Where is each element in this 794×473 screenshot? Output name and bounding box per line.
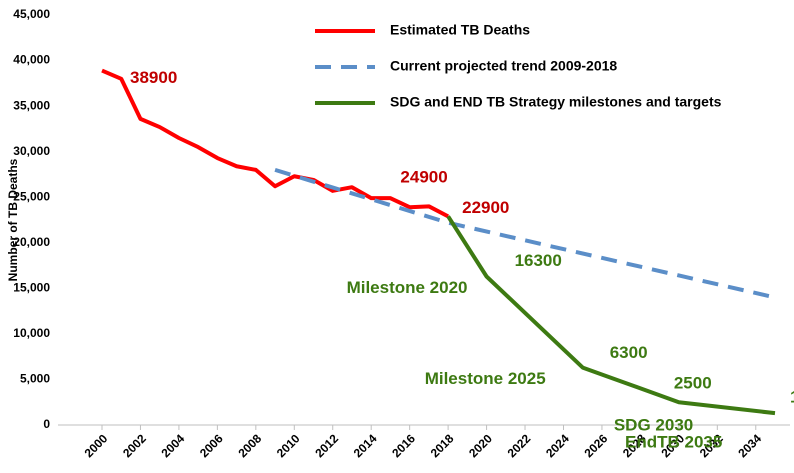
point-name: Milestone 2020 [347,278,468,297]
x-tick-label: 2024 [543,431,572,460]
x-tick-label: 2006 [197,431,226,460]
series-line [274,167,776,300]
x-tick-label: 2012 [312,431,341,460]
y-tick-label: 45,000 [13,7,50,21]
series-line [446,215,776,416]
x-tick-label: 2010 [274,431,303,460]
data-label: 1300 [790,388,794,407]
x-tick-label: 2000 [82,431,111,460]
point-name: SDG 2030 [614,416,693,435]
y-tick-label: 20,000 [13,235,50,249]
data-label: 6300 [610,343,648,362]
x-tick-label: 2034 [735,431,764,460]
y-tick-label: 40,000 [13,53,50,67]
x-tick-label: 2020 [466,431,495,460]
x-tick-label: 2002 [120,431,149,460]
x-tick-label: 2014 [351,431,380,460]
y-tick-label: 0 [43,417,50,431]
x-tick-label: 2026 [582,431,611,460]
legend-label: SDG and END TB Strategy milestones and t… [390,94,722,110]
data-label: 22900 [462,198,509,217]
y-tick-label: 5,000 [20,372,50,386]
legend-label: Current projected trend 2009-2018 [390,58,617,74]
data-label: 16300 [515,251,562,270]
y-tick-label: 25,000 [13,189,50,203]
y-tick-label: 10,000 [13,326,50,340]
x-tick-label: 2004 [158,431,187,460]
point-name: EndTB 2035 [625,433,722,452]
y-tick-label: 30,000 [13,144,50,158]
x-tick-label: 2008 [235,431,264,460]
y-axis-label: Number of TB Deaths [6,158,20,281]
x-tick-label: 2016 [389,431,418,460]
x-tick-label: 2018 [428,431,457,460]
series-line [101,68,450,219]
y-tick-label: 15,000 [13,281,50,295]
point-name: Milestone 2025 [425,369,546,388]
data-label: 24900 [400,168,447,187]
data-label: 2500 [674,374,712,393]
x-tick-label: 2022 [505,431,534,460]
y-tick-label: 35,000 [13,98,50,112]
data-label: 38900 [130,68,177,87]
legend-label: Estimated TB Deaths [390,22,530,38]
